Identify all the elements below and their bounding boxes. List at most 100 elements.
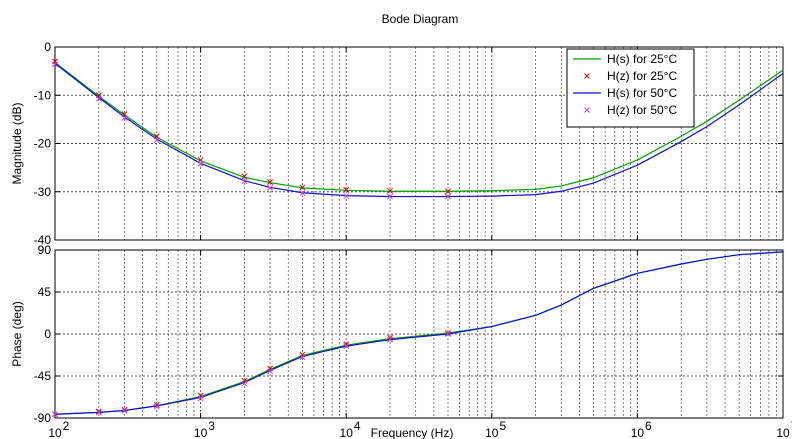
series-marker-stroke — [343, 343, 350, 350]
x-tick-exponent: 5 — [499, 419, 506, 433]
legend: H(s) for 25°C H(z) for 25°C H(s) for 50°C H… — [566, 48, 695, 128]
series-layer — [52, 251, 784, 418]
series-marker-stroke — [241, 178, 248, 185]
x-tick-label: 10 6 — [631, 419, 652, 439]
series-marker — [299, 190, 306, 197]
x-tick-label: 10 3 — [194, 419, 215, 439]
y-tick-label: -10 — [34, 88, 52, 102]
magnitude-axis-label: Magnitude (dB) — [10, 102, 24, 184]
series-marker — [121, 114, 128, 121]
legend-label: H(s) for 25°C — [607, 52, 677, 66]
series-marker-stroke — [121, 406, 128, 413]
series-marker-stroke — [387, 336, 393, 343]
x-tick-base: 10 — [776, 426, 790, 439]
series-marker — [197, 395, 204, 402]
legend-marker-swatch — [584, 107, 590, 113]
series-line-0 — [54, 61, 784, 192]
phase-axis-label: Phase (deg) — [10, 301, 24, 366]
series-marker-stroke — [445, 193, 451, 200]
series-marker-stroke — [299, 354, 306, 361]
series-marker — [241, 173, 248, 180]
x-tick-exponent: 4 — [354, 419, 361, 433]
series-marker-stroke — [445, 188, 451, 195]
series-marker-stroke — [299, 190, 306, 197]
x-tick-base: 10 — [194, 426, 208, 439]
y-tick-labels: 90 45 0 -45 -90 — [34, 243, 52, 425]
series-marker-stroke — [267, 368, 274, 375]
legend-item: H(z) for 25°C — [584, 69, 677, 83]
y-tick-label: 0 — [44, 40, 51, 54]
y-tick-label: -90 — [34, 411, 52, 425]
legend-label: H(z) for 25°C — [607, 69, 677, 83]
series-marker-stroke — [241, 173, 248, 180]
series-marker-stroke — [52, 411, 58, 418]
series-marker-stroke — [95, 95, 102, 102]
series-marker — [267, 368, 274, 375]
series-marker — [267, 184, 274, 191]
series-2 — [54, 62, 784, 198]
series-line-2 — [54, 251, 784, 415]
x-axis-label: Frequency (Hz) — [371, 426, 454, 439]
series-marker — [52, 61, 58, 68]
series-marker-stroke — [387, 187, 393, 194]
series-marker-stroke — [267, 179, 274, 186]
y-tick-label: 90 — [38, 243, 52, 257]
series-marker-stroke — [153, 403, 160, 410]
legend-item: H(s) for 25°C — [573, 52, 677, 66]
chart-title: Bode Diagram — [382, 12, 459, 26]
series-2 — [54, 251, 784, 415]
x-tick-base: 10 — [631, 426, 645, 439]
x-tick-exponent: 7 — [791, 419, 792, 433]
series-marker-stroke — [121, 114, 128, 121]
series-marker — [343, 343, 350, 350]
x-tick-exponent: 2 — [63, 419, 70, 433]
series-marker — [121, 406, 128, 413]
series-line-2 — [54, 62, 784, 198]
series-marker — [241, 380, 248, 387]
series-marker-stroke — [267, 184, 274, 191]
series-marker-stroke — [52, 61, 58, 68]
series-marker — [299, 354, 306, 361]
series-marker-stroke — [343, 186, 350, 193]
y-tick-label: -45 — [34, 369, 52, 383]
magnitude-plot: 0 -10 -20 -30 -40 Magnitude (dB) H(s) for 25°C… — [10, 40, 784, 247]
series-marker — [197, 160, 204, 167]
x-tick-labels: 102103104105106107 — [48, 419, 792, 439]
legend-item: H(z) for 50°C — [584, 103, 677, 117]
series-marker — [95, 409, 102, 416]
y-tick-label: 0 — [44, 327, 51, 341]
series-3 — [52, 61, 451, 200]
x-tick-base: 10 — [485, 426, 499, 439]
series-marker — [241, 178, 248, 185]
x-tick-label: 10 5 — [485, 419, 506, 439]
legend-marker-swatch — [584, 73, 590, 79]
series-0 — [54, 61, 784, 192]
x-tick-exponent: 3 — [208, 419, 215, 433]
y-tick-label: -40 — [34, 233, 52, 247]
series-3 — [52, 331, 451, 418]
series-marker-stroke — [95, 409, 102, 416]
legend-box — [566, 48, 695, 128]
x-tick-label: 10 2 — [48, 419, 69, 439]
y-tick-labels: 0 -10 -20 -30 -40 — [34, 40, 52, 247]
legend-label: H(s) for 50°C — [607, 86, 677, 100]
series-marker-stroke — [343, 193, 350, 200]
x-tick-base: 10 — [48, 426, 62, 439]
series-marker-stroke — [153, 137, 160, 144]
series-marker — [445, 330, 451, 337]
series-marker — [267, 179, 274, 186]
y-tick-label: -20 — [34, 137, 52, 151]
series-marker — [52, 411, 58, 418]
series-marker-stroke — [121, 407, 128, 414]
series-marker — [387, 193, 393, 200]
series-marker — [121, 407, 128, 414]
series-marker — [445, 331, 451, 337]
x-tick-label: 10 4 — [340, 419, 361, 439]
series-marker-stroke — [197, 395, 204, 402]
x-tick-base: 10 — [340, 426, 354, 439]
x-tick-label: 107 — [776, 419, 792, 439]
series-marker — [387, 336, 393, 343]
series-marker-stroke — [445, 330, 451, 337]
